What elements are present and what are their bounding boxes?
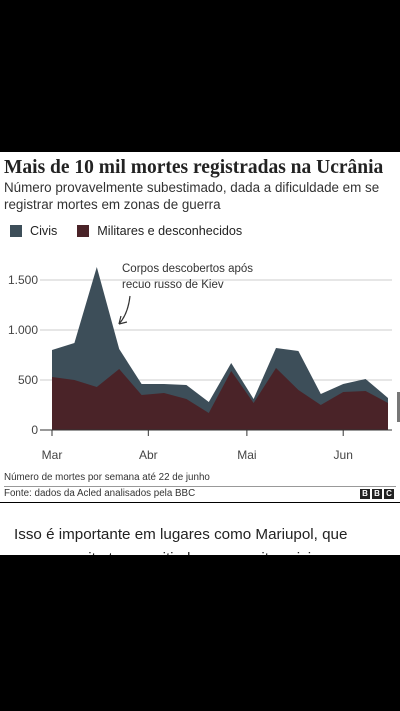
legend-swatch-civis: [10, 225, 22, 237]
chart-note: Número de mortes por semana até 22 de ju…: [4, 472, 210, 483]
bbc-logo-c: C: [384, 489, 394, 499]
area-militares: [52, 368, 388, 430]
annotation-arrow: [118, 295, 131, 325]
y-tick-label-0: 0: [31, 423, 38, 437]
area-chart: 0 500 1.000 1.500 Mar Abr Mai Jun Corpos descobe…: [8, 263, 392, 462]
chart-legend: Civis Militares e desconhecidos: [10, 224, 262, 238]
bbc-logo: B B C: [360, 489, 394, 499]
y-tick-label-500: 500: [18, 373, 38, 387]
chart-card: Mais de 10 mil mortes registradas na Ucr…: [0, 152, 400, 502]
legend-label-civis: Civis: [30, 224, 58, 238]
x-tick-label-abr: Abr: [139, 448, 158, 462]
divider: [4, 486, 396, 487]
y-tick-label-1500: 1.500: [8, 273, 38, 287]
y-tick-label-1000: 1.000: [8, 323, 38, 337]
x-tick-label-jun: Jun: [334, 448, 353, 462]
annotation-line-2: recuo russo de Kiev: [122, 279, 224, 291]
article-body: Isso é importante em lugares como Mariup…: [0, 503, 400, 555]
annotation-arrow-head: [118, 315, 128, 325]
legend-swatch-militares: [77, 225, 90, 237]
chart-source: Fonte: dados da Acled analisados pela BB…: [4, 488, 196, 499]
article-paragraph: Isso é importante em lugares como Mariup…: [14, 526, 348, 555]
x-tick-label-mar: Mar: [42, 448, 63, 462]
chart-subtitle: Número provavelmente subestimado, dada a…: [4, 180, 380, 212]
bbc-logo-b1: B: [360, 489, 370, 499]
scrollbar-thumb[interactable]: [397, 392, 400, 422]
chart-title: Mais de 10 mil mortes registradas na Ucr…: [4, 157, 384, 178]
x-tick-label-mai: Mai: [237, 448, 256, 462]
annotation-line-1: Corpos descobertos após: [122, 263, 253, 275]
legend-label-militares: Militares e desconhecidos: [97, 224, 243, 238]
legend-item-militares: Militares e desconhecidos: [77, 224, 242, 238]
legend-item-civis: Civis: [10, 224, 57, 238]
bbc-logo-b2: B: [372, 489, 382, 499]
